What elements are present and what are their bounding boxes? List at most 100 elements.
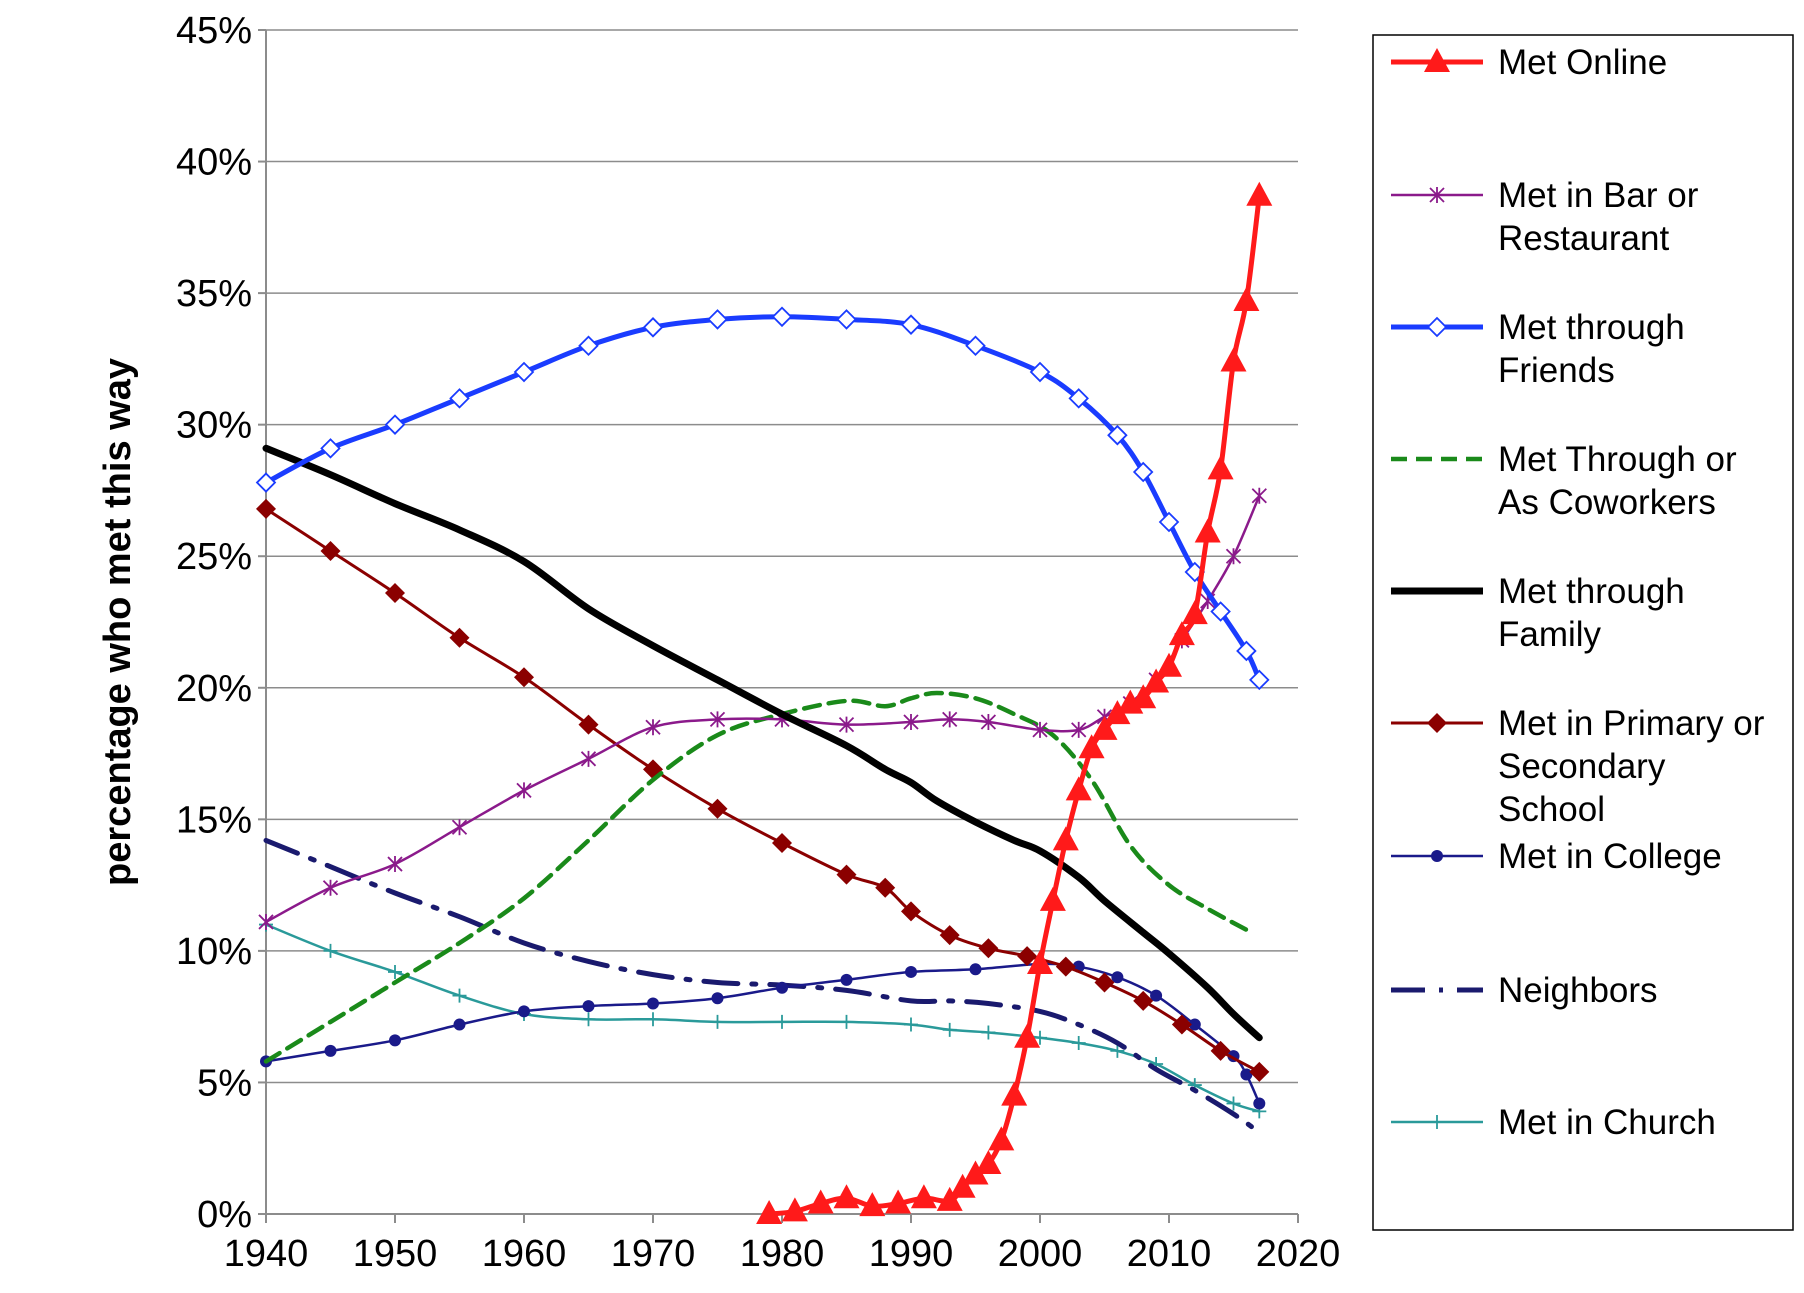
data-point-bar bbox=[709, 711, 726, 728]
data-point-online bbox=[1156, 652, 1182, 677]
data-point-friends bbox=[449, 388, 470, 409]
legend-label: Met in Church bbox=[1498, 1103, 1716, 1142]
data-point-college bbox=[582, 1000, 595, 1013]
data-point-online bbox=[1091, 715, 1118, 740]
data-point-church bbox=[452, 988, 467, 1003]
data-point-school bbox=[385, 583, 405, 604]
series-line-bar bbox=[264, 494, 1261, 924]
series-family bbox=[262, 444, 1263, 1042]
data-point-college bbox=[453, 1018, 466, 1031]
data-point-college bbox=[518, 1005, 530, 1018]
data-point-church bbox=[942, 1022, 957, 1037]
data-point-school bbox=[901, 901, 921, 922]
x-tick-label: 1940 bbox=[224, 1233, 309, 1275]
data-point-college bbox=[1240, 1068, 1253, 1081]
data-point-bar bbox=[1251, 487, 1267, 504]
data-point-friends bbox=[965, 335, 986, 357]
data-point-friends bbox=[1068, 388, 1089, 409]
y-axis-title: percentage who met this way bbox=[97, 358, 139, 886]
data-point-school bbox=[449, 627, 470, 648]
data-point-school bbox=[256, 498, 276, 519]
series-line-coworkers bbox=[263, 690, 1249, 1064]
legend-label: Neighbors bbox=[1498, 971, 1658, 1010]
data-point-online bbox=[1143, 668, 1170, 693]
y-tick-label: 45% bbox=[176, 10, 252, 52]
legend-marker-school bbox=[1427, 713, 1447, 733]
data-point-online bbox=[936, 1186, 963, 1211]
data-point-friends bbox=[255, 472, 277, 493]
series-line-online bbox=[766, 193, 1262, 1217]
data-point-friends bbox=[1158, 511, 1180, 533]
series-line-church bbox=[264, 923, 1261, 1113]
y-tick-label: 20% bbox=[176, 668, 252, 710]
legend-item-friends: Met through Friends bbox=[1391, 308, 1685, 390]
y-tick-label: 40% bbox=[176, 142, 252, 184]
data-point-bar bbox=[942, 711, 958, 728]
series-area bbox=[255, 181, 1273, 1224]
data-point-online bbox=[756, 1200, 783, 1224]
data-point-church bbox=[775, 1014, 789, 1029]
legend-marker-church bbox=[1430, 1115, 1444, 1129]
data-point-online bbox=[1220, 347, 1247, 372]
data-point-bar bbox=[322, 879, 339, 896]
data-point-online bbox=[1078, 734, 1105, 759]
y-tick-label: 5% bbox=[197, 1062, 252, 1104]
x-tick-label: 1990 bbox=[869, 1233, 954, 1275]
data-point-church bbox=[581, 1012, 596, 1027]
data-point-online bbox=[1014, 1023, 1041, 1048]
legend: Met Online Met in Bar or Restaurant Met thr… bbox=[1372, 34, 1794, 1231]
legend-label: As Coworkers bbox=[1498, 483, 1716, 522]
gridlines bbox=[266, 29, 1298, 1084]
data-point-school bbox=[875, 877, 896, 898]
data-point-online bbox=[1130, 684, 1157, 709]
x-tick-label: 1950 bbox=[353, 1233, 438, 1275]
series-line-family bbox=[262, 444, 1263, 1042]
legend-label: Met Through or bbox=[1498, 440, 1737, 479]
data-point-school bbox=[939, 925, 960, 946]
data-point-school bbox=[1055, 956, 1076, 977]
data-point-college bbox=[1253, 1097, 1266, 1110]
legend-item-school: Met in Primary or Secondary School bbox=[1391, 704, 1765, 829]
data-point-friends bbox=[384, 414, 406, 435]
data-point-friends bbox=[642, 317, 664, 338]
data-point-church bbox=[904, 1017, 918, 1032]
data-point-school bbox=[514, 667, 534, 688]
data-point-church bbox=[1071, 1035, 1086, 1050]
data-point-college bbox=[389, 1034, 401, 1047]
series-college bbox=[260, 958, 1266, 1110]
legend-label: Met in Primary or bbox=[1498, 704, 1765, 743]
data-point-online bbox=[988, 1126, 1015, 1151]
legend-label: Met Online bbox=[1498, 43, 1667, 82]
data-point-friends bbox=[771, 306, 793, 328]
data-point-bar bbox=[516, 782, 532, 799]
data-point-college bbox=[324, 1044, 337, 1057]
x-tick-label: 2020 bbox=[1256, 1233, 1341, 1275]
data-point-friends bbox=[320, 438, 341, 459]
data-point-friends bbox=[1236, 640, 1257, 662]
data-point-bar bbox=[838, 716, 855, 733]
data-point-online bbox=[1233, 287, 1260, 312]
legend-item-bar: Met in Bar or Restaurant bbox=[1391, 176, 1699, 258]
data-point-school bbox=[836, 864, 857, 885]
data-point-school bbox=[1171, 1014, 1192, 1035]
data-point-college bbox=[647, 997, 659, 1010]
x-tick-label: 1970 bbox=[611, 1233, 696, 1275]
data-point-online bbox=[1052, 826, 1079, 851]
legend-label: Met through bbox=[1498, 572, 1685, 611]
data-point-church bbox=[1033, 1030, 1047, 1045]
data-point-online bbox=[1104, 700, 1131, 725]
data-point-school bbox=[578, 714, 599, 735]
legend-box bbox=[1372, 34, 1794, 1231]
data-point-school bbox=[320, 540, 341, 561]
data-point-school bbox=[1017, 946, 1038, 967]
data-point-online bbox=[1181, 600, 1208, 625]
data-point-online bbox=[910, 1184, 937, 1209]
legend-label: Secondary bbox=[1498, 747, 1666, 786]
y-tick-label: 25% bbox=[176, 536, 252, 578]
data-point-school bbox=[1133, 990, 1154, 1011]
series-friends bbox=[255, 306, 1270, 691]
data-point-college bbox=[1150, 989, 1163, 1002]
data-point-friends bbox=[707, 309, 728, 330]
